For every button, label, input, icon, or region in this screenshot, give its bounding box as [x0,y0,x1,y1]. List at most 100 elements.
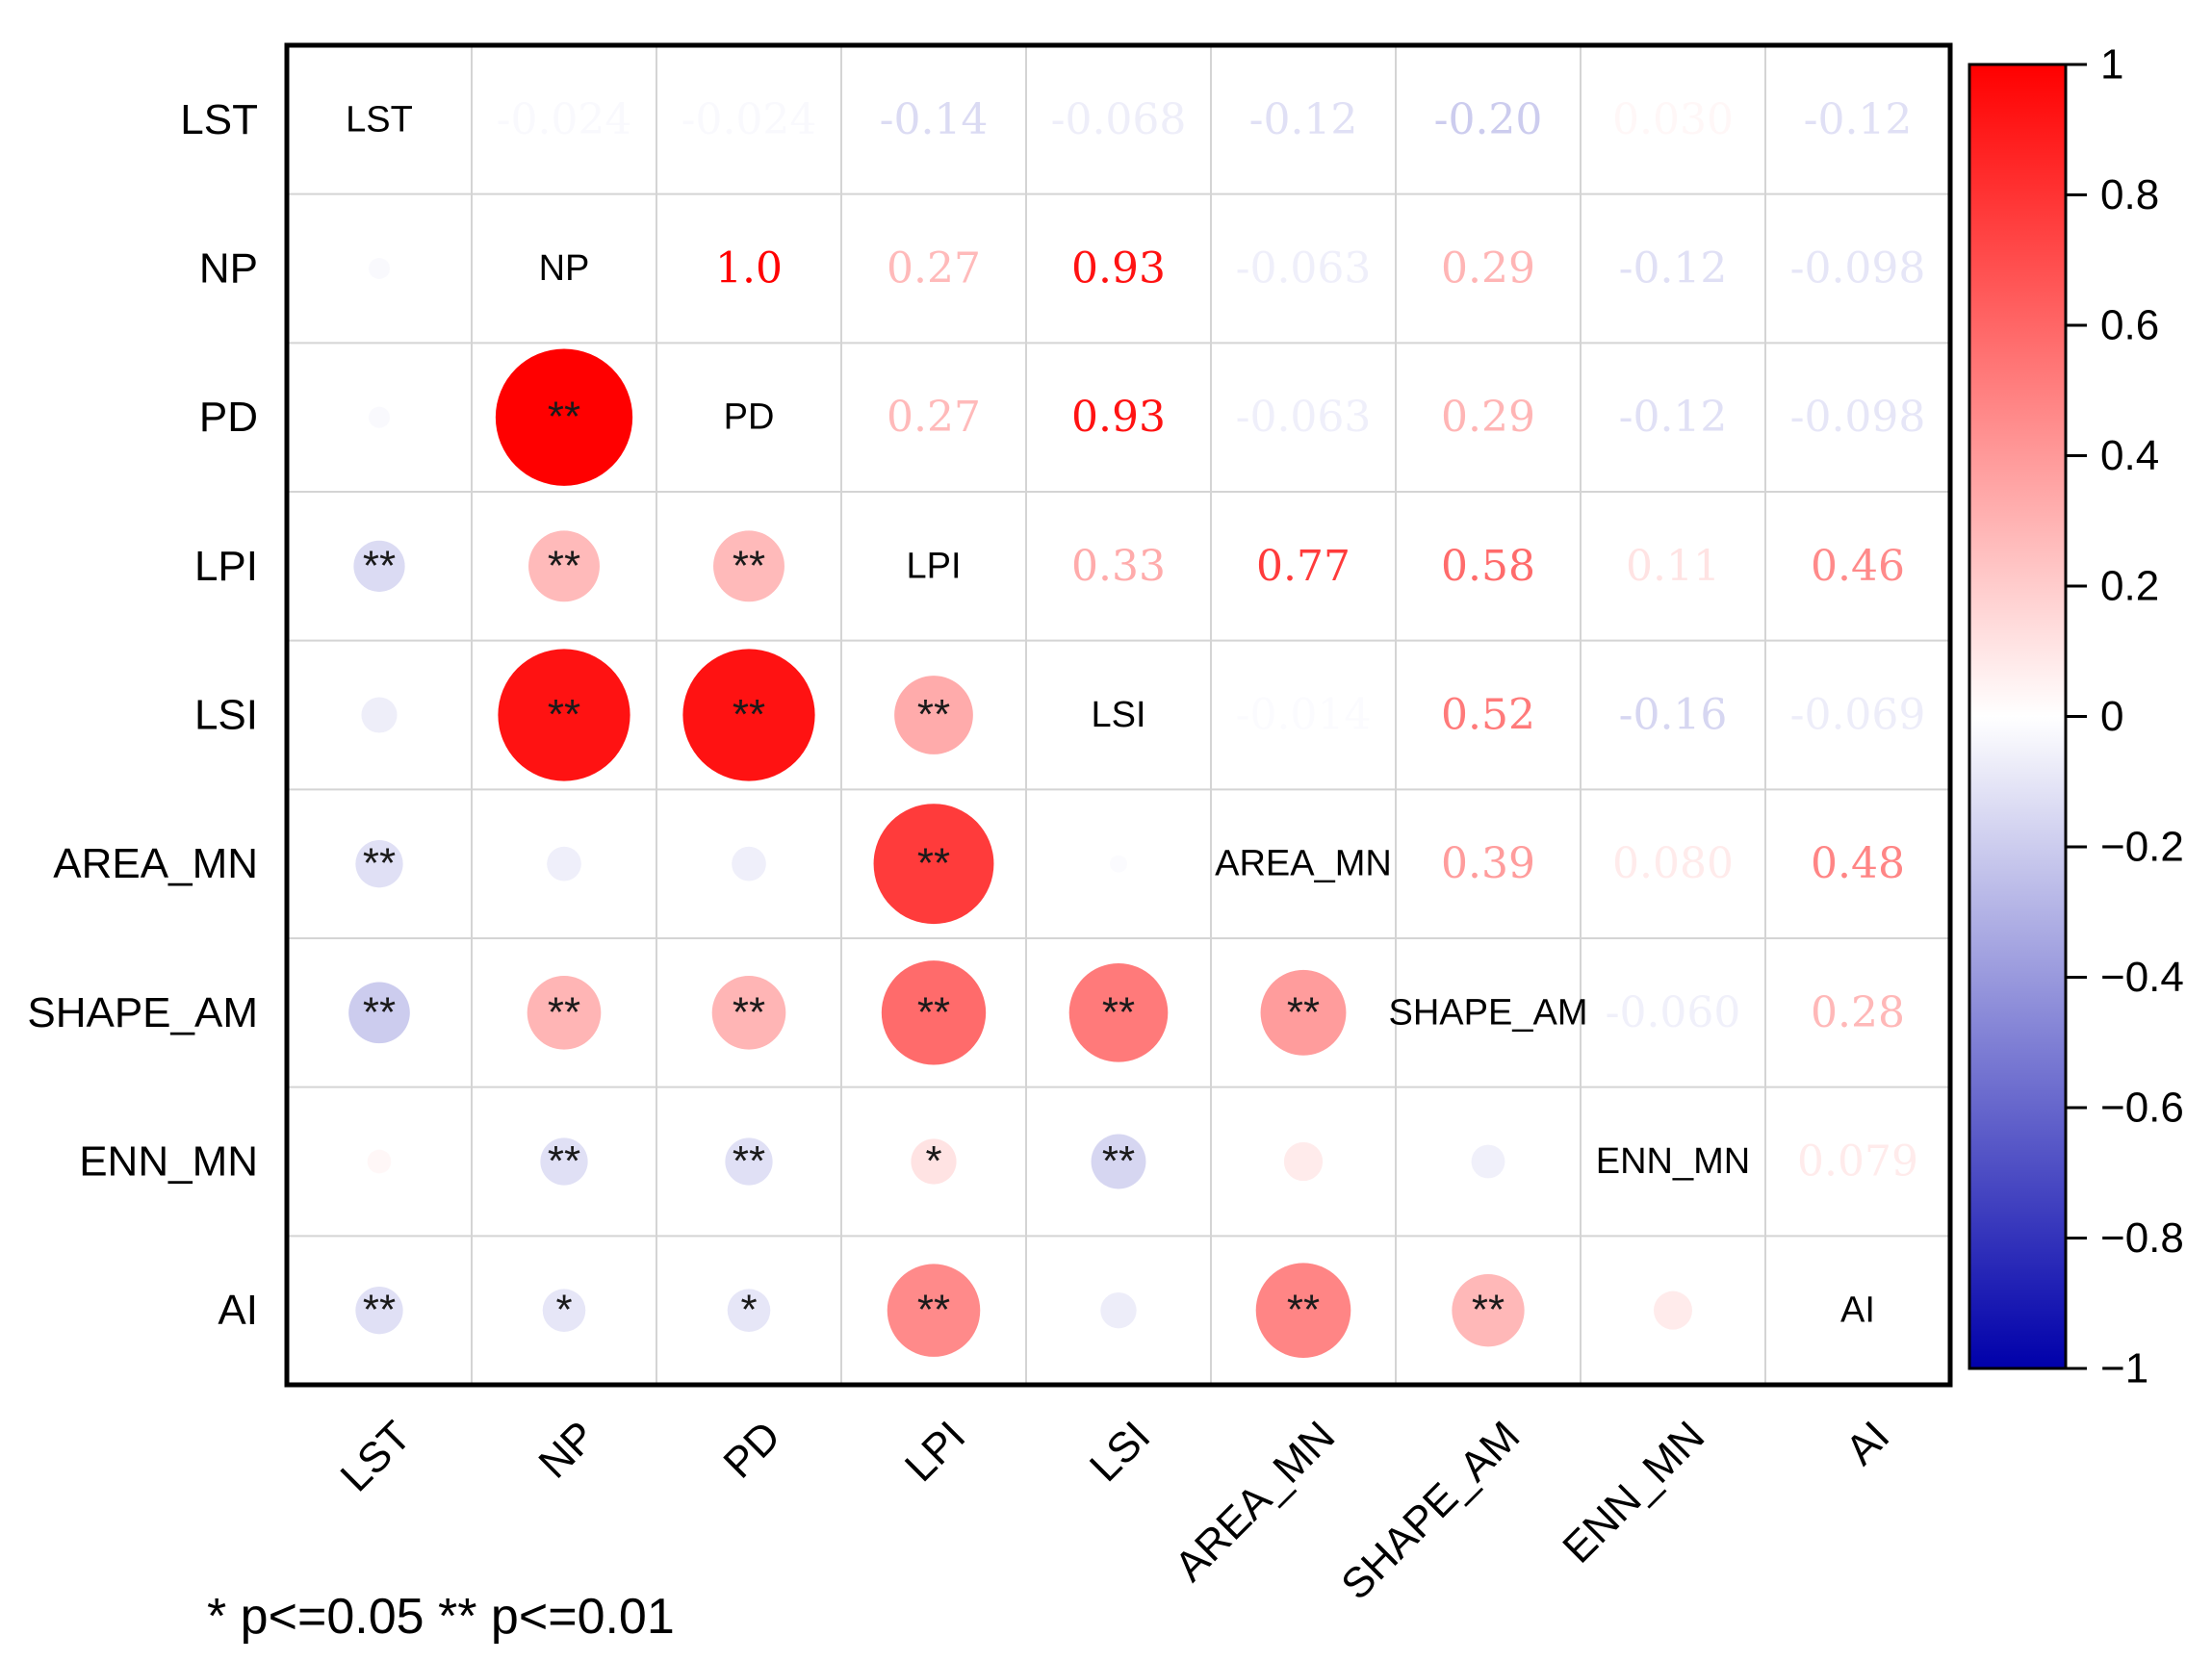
correlation-circle [368,406,391,428]
significance-marker: ** [733,1137,765,1185]
colorbar-tick-label: −0.8 [2100,1214,2184,1262]
matrix-cells: LST -0.024 -0.024 -0.14 -0.068 -0.12 -0.20 0.03… [346,95,1925,1358]
correlation-value: 0.93 [1071,244,1166,294]
correlation-value: -0.16 [1619,691,1728,740]
correlation-circle [498,649,630,781]
significance-marker: ** [917,988,950,1035]
column-label-np: NP [529,1413,604,1488]
significance-marker: ** [917,840,950,887]
correlation-value: 0.58 [1441,542,1535,591]
correlation-value: 0.93 [1071,393,1166,442]
diagonal-label-shape-am: SHAPE_AM [1389,992,1588,1033]
significance-marker: ** [548,988,580,1035]
significance-marker: ** [363,840,396,887]
significance-legend: * p<=0.05 ** p<=0.01 [207,1589,675,1645]
diagonal-label-area-mn: AREA_MN [1215,844,1392,884]
correlation-circle [1068,963,1169,1062]
column-label-lst: LST [332,1413,421,1501]
significance-marker: ** [363,542,396,589]
column-label-area-mn: AREA_MN [1166,1413,1344,1591]
significance-marker: ** [733,691,765,738]
significance-marker: ** [363,988,396,1035]
correlation-circle [528,530,600,602]
correlation-circle [894,676,973,754]
correlation-circle [540,1137,588,1186]
correlation-circle [725,1137,773,1186]
correlation-value: -0.063 [1236,393,1372,442]
row-label-area-mn: AREA_MN [53,840,258,887]
colorbar-gradient [1968,63,2068,1370]
correlation-circle [682,649,815,781]
correlation-circle [1100,1291,1137,1329]
correlation-value: 0.080 [1612,839,1734,888]
row-label-pd: PD [199,394,258,441]
colorbar-tick-label: 0.6 [2100,302,2159,349]
grid-lines [287,45,1950,1385]
row-label-ai: AI [218,1287,258,1334]
plot-frame [284,42,1953,1388]
correlation-circle [1110,855,1127,873]
significance-marker: ** [733,542,765,589]
colorbar: 1 0.8 0.6 0.4 0.2 0 −0.2 −0.4 −0.6 −0.8 −1 [1968,41,2184,1393]
correlation-value: -0.12 [1804,95,1913,144]
correlation-value: 0.48 [1811,839,1905,888]
correlation-circle [881,960,987,1065]
correlation-circle [367,1149,392,1174]
diagonal-label-lsi: LSI [1091,695,1145,735]
correlation-value: -0.098 [1790,244,1926,294]
significance-marker: * [740,1287,757,1334]
correlation-value: 0.46 [1811,542,1905,591]
significance-marker: ** [548,691,580,738]
correlation-circle [1091,1134,1146,1189]
colorbar-tick-label: 1 [2100,41,2123,89]
correlation-value: -0.12 [1619,244,1728,294]
row-label-lsi: LSI [194,692,258,739]
colorbar-tick-label: 0 [2100,693,2123,740]
correlation-circle [368,257,391,280]
colorbar-tick-label: −1 [2100,1345,2148,1393]
correlation-value: -0.12 [1249,95,1358,144]
correlation-circle [348,982,410,1044]
correlation-circle [355,840,403,888]
correlation-circle [1471,1144,1505,1179]
significance-marker: ** [917,1287,950,1334]
colorbar-tick-label: −0.2 [2100,824,2184,871]
correlation-circle [727,1289,771,1332]
correlation-value: 1.0 [715,244,783,294]
correlation-circle [527,976,602,1050]
correlation-circle [1654,1290,1692,1330]
significance-marker: * [555,1287,572,1334]
column-label-lsi: LSI [1081,1413,1159,1491]
column-label-shape-am: SHAPE_AM [1332,1413,1529,1609]
correlation-value: -0.12 [1619,393,1728,442]
correlation-value: -0.098 [1790,393,1926,442]
correlation-value: 0.11 [1626,542,1720,591]
column-label-enn-mn: ENN_MN [1554,1413,1713,1572]
colorbar-tick-label: 0.4 [2100,432,2159,479]
significance-marker: ** [548,1137,580,1185]
row-label-np: NP [199,245,258,293]
correlation-value: 0.29 [1441,393,1535,442]
significance-marker: ** [733,988,765,1035]
row-label-lst: LST [180,96,258,143]
correlation-circle [1283,1141,1324,1182]
significance-marker: ** [1287,988,1320,1035]
colorbar-tick-label: 0.2 [2100,563,2159,610]
correlation-value: -0.063 [1236,244,1372,294]
correlation-value: 0.27 [887,393,981,442]
correlation-value: 0.29 [1441,244,1535,294]
diagonal-label-ai: AI [1840,1290,1875,1331]
colorbar-tick-label: −0.4 [2100,954,2184,1001]
correlation-circle [887,1264,981,1357]
correlation-value: 0.28 [1811,988,1905,1037]
significance-marker: ** [1287,1287,1320,1334]
correlation-value: 0.39 [1441,839,1535,888]
significance-marker: ** [363,1287,396,1334]
correlation-value: -0.060 [1606,988,1741,1037]
correlation-circle [542,1289,586,1332]
correlation-value: -0.024 [682,95,817,144]
significance-marker: ** [1472,1287,1505,1334]
column-label-ai: AI [1837,1413,1898,1474]
correlation-value: 0.27 [887,244,981,294]
